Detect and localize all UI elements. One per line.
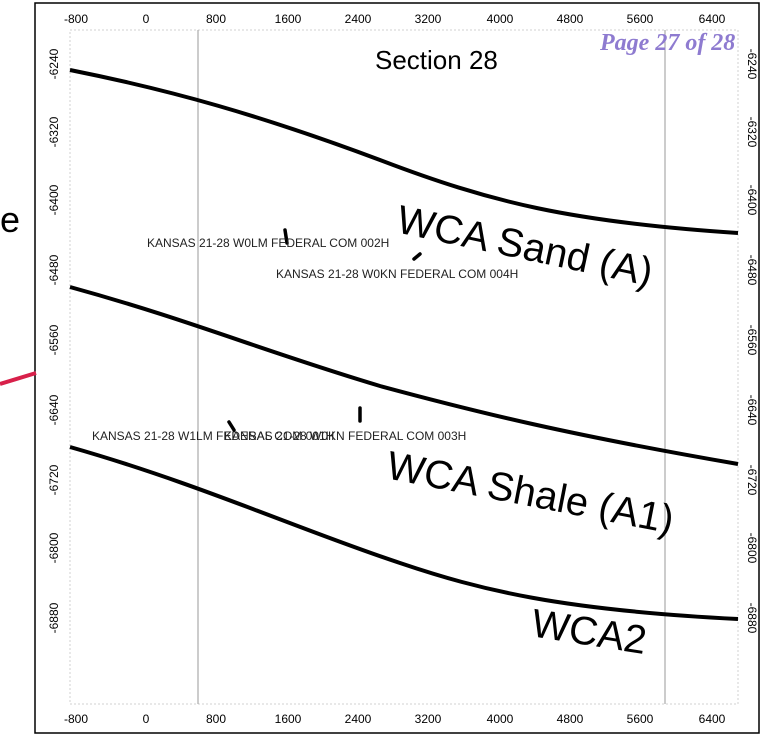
x-tick-label-top: 2400 bbox=[345, 12, 372, 26]
x-tick-label-bottom: 6400 bbox=[699, 712, 726, 726]
y-tick-label-right: -6640 bbox=[745, 395, 759, 426]
x-tick-label-bottom: -800 bbox=[64, 712, 88, 726]
y-tick-label-right: -6880 bbox=[745, 603, 759, 634]
x-tick-label-bottom: 800 bbox=[206, 712, 226, 726]
x-tick-label-top: 6400 bbox=[699, 12, 726, 26]
well-label-002h[interactable]: KANSAS 21-28 W0LM FEDERAL COM 002H bbox=[147, 236, 389, 250]
x-tick-label-bottom: 5600 bbox=[627, 712, 654, 726]
y-tick-label-left: -6560 bbox=[47, 324, 61, 355]
edge-letter: e bbox=[0, 199, 20, 240]
x-tick-label-top: 4800 bbox=[557, 12, 584, 26]
y-tick-label-left: -6880 bbox=[47, 602, 61, 633]
x-tick-label-bottom: 4800 bbox=[557, 712, 584, 726]
x-tick-label-top: 0 bbox=[143, 12, 150, 26]
x-tick-label-top: 1600 bbox=[275, 12, 302, 26]
outer-border bbox=[34, 2, 760, 734]
x-tick-label-bottom: 3200 bbox=[415, 712, 442, 726]
well-label-004h[interactable]: KANSAS 21-28 W0KN FEDERAL COM 004H bbox=[276, 267, 518, 281]
well-label-003h[interactable]: KANSAS 21-28 W0KN FEDERAL COM 003H bbox=[224, 429, 466, 443]
x-axis-bottom: -800 0 800 1600 2400 3200 4000 4800 5600 6400 bbox=[64, 712, 726, 726]
y-tick-label-right: -6240 bbox=[745, 49, 759, 80]
x-axis-top: -800 0 800 1600 2400 3200 4000 4800 5600 6400 bbox=[64, 12, 726, 26]
y-tick-label-left: -6320 bbox=[47, 116, 61, 147]
well-mark-001h[interactable] bbox=[227, 420, 236, 432]
x-tick-label-bottom: 2400 bbox=[345, 712, 372, 726]
y-tick-label-left: -6480 bbox=[47, 254, 61, 285]
y-tick-label-left: -6800 bbox=[47, 532, 61, 563]
y-tick-label-right: -6560 bbox=[745, 325, 759, 356]
wca2-horizon-line bbox=[69, 445, 739, 621]
x-tick-label-bottom: 0 bbox=[143, 712, 150, 726]
y-tick-label-right: -6400 bbox=[745, 185, 759, 216]
well-mark-002h[interactable] bbox=[283, 228, 289, 245]
y-tick-label-left: -6720 bbox=[47, 464, 61, 495]
y-tick-label-left: -6240 bbox=[47, 48, 61, 79]
x-tick-label-bottom: 4000 bbox=[487, 712, 514, 726]
x-tick-label-top: 4000 bbox=[487, 12, 514, 26]
well-label-001h[interactable]: KANSAS 21-28 W1LM FEDERAL COM 001H bbox=[92, 429, 334, 443]
page-indicator: Page 27 of 28 bbox=[599, 30, 735, 56]
edge-red-line bbox=[0, 371, 37, 386]
wca-shale-horizon-line bbox=[69, 285, 739, 466]
x-tick-label-top: -800 bbox=[64, 12, 88, 26]
x-tick-label-bottom: 1600 bbox=[275, 712, 302, 726]
wca-sand-horizon-line bbox=[69, 68, 739, 235]
plot-area bbox=[69, 29, 739, 705]
y-tick-label-right: -6320 bbox=[745, 117, 759, 148]
y-tick-label-left: -6640 bbox=[47, 394, 61, 425]
x-tick-label-top: 5600 bbox=[627, 12, 654, 26]
y-tick-label-right: -6800 bbox=[745, 533, 759, 564]
y-axis-right: -6240 -6320 -6400 -6480 -6560 -6640 -6720 -6800… bbox=[745, 49, 759, 634]
x-tick-label-top: 3200 bbox=[415, 12, 442, 26]
wca-shale-label: WCA Shale (A1) bbox=[383, 444, 677, 543]
y-tick-label-right: -6720 bbox=[745, 465, 759, 496]
x-tick-label-top: 800 bbox=[206, 12, 226, 26]
well-mark-004h[interactable] bbox=[412, 252, 422, 261]
y-tick-label-left: -6400 bbox=[47, 184, 61, 215]
section-title: Section 28 bbox=[375, 45, 498, 75]
y-axis-left: -6240 -6320 -6400 -6480 -6560 -6640 -6720 -6800… bbox=[47, 48, 61, 633]
y-tick-label-right: -6480 bbox=[745, 255, 759, 286]
